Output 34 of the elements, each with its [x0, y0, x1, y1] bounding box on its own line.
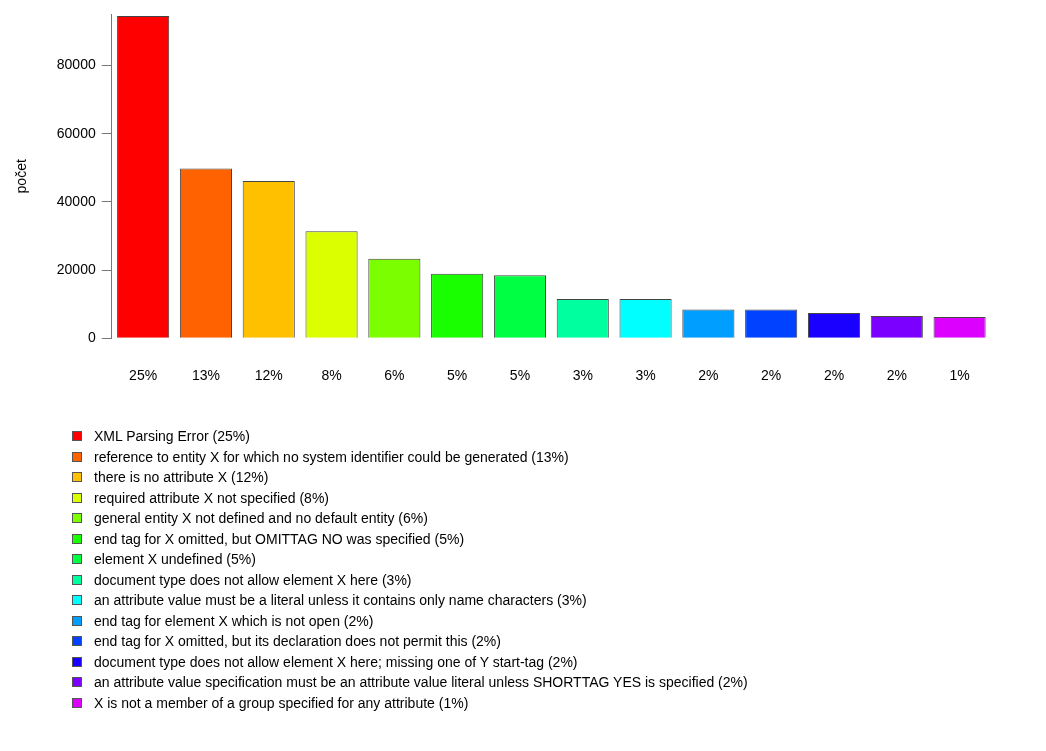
x-tick-label: 3% — [572, 367, 593, 384]
x-tick-label: 1% — [949, 367, 970, 384]
x-tick-label: 12% — [254, 367, 283, 384]
legend-label: an attribute value specification must be an attribute value literal unless SHORTTAG YES is specified (2%) — [94, 674, 748, 691]
x-tick-label: 5% — [509, 367, 531, 384]
x-tick-label: 2% — [823, 367, 845, 384]
x-tick-label: 5% — [447, 367, 468, 384]
legend-label: required attribute X not specified (8%) — [94, 489, 330, 506]
x-tick-label: 25% — [129, 367, 158, 384]
legend-label: XML Parsing Error (25%) — [94, 428, 250, 445]
legend-label: end tag for X omitted, but its declaration does not permit this (2%) — [94, 633, 501, 650]
x-tick-label: 2% — [761, 367, 782, 384]
legend-label: document type does not allow element X here (3%) — [94, 571, 412, 588]
x-tick-label: 2% — [698, 367, 719, 384]
y-tick-label: 40000 — [56, 192, 96, 209]
legend-label: document type does not allow element X here; missing one of Y start-tag (2%) — [94, 653, 578, 670]
legend-label: general entity X not defined and no default entity (6%) — [94, 510, 428, 527]
legend-label: there is no attribute X (12%) — [94, 469, 269, 486]
legend-label: element X undefined (5%) — [94, 551, 256, 568]
legend-label: end tag for element X which is not open (2%) — [94, 612, 374, 629]
x-tick-label: 2% — [886, 367, 907, 384]
y-tick-label: 60000 — [56, 124, 96, 141]
y-tick-label: 20000 — [56, 260, 96, 277]
x-tick-label: 3% — [635, 367, 656, 384]
y-tick-label: 0 — [87, 329, 96, 346]
x-tick-label: 8% — [321, 367, 342, 384]
y-axis-title: počet — [13, 159, 30, 194]
legend-label: reference to entity X for which no system identifier could be generated (13%) — [94, 448, 569, 465]
x-tick-label: 6% — [384, 367, 405, 384]
legend-label: an attribute value must be a literal unless it contains only name characters (3%) — [94, 592, 587, 609]
y-tick-label: 80000 — [56, 56, 96, 73]
x-tick-label: 13% — [191, 367, 220, 384]
legend-label: X is not a member of a group specified for any attribute (1%) — [94, 694, 469, 711]
legend-label: end tag for X omitted, but OMITTAG NO was specified (5%) — [94, 530, 465, 547]
